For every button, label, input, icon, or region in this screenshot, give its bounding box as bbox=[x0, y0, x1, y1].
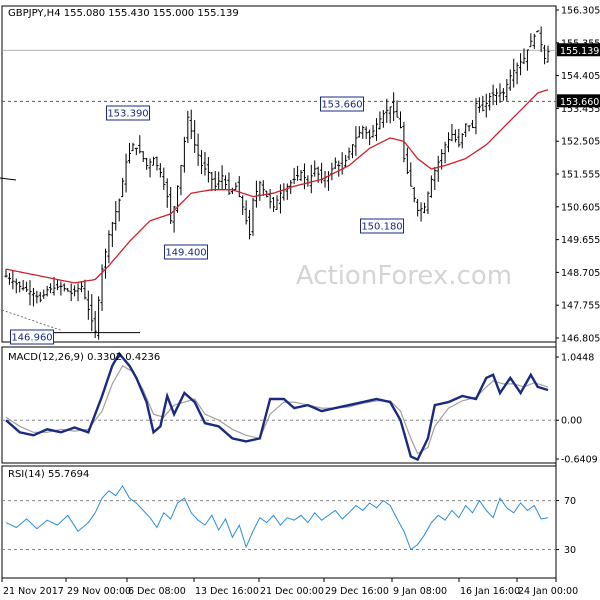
x-tick-label: 9 Jan 08:00 bbox=[393, 586, 447, 597]
macd-ytick-label: -0.6409 bbox=[561, 455, 598, 466]
price-panel: 153.390 149.400 153.660 150.180 146.960 156.… bbox=[0, 6, 600, 345]
x-axis: 21 Nov 2017 29 Nov 00:006 Dec 08:00 13 Dec… bbox=[1, 578, 578, 597]
price-annotation-label: 153.390 bbox=[107, 109, 148, 120]
rsi-ytick-label: 70 bbox=[564, 496, 576, 507]
price-ytick-label: 156.305 bbox=[561, 6, 600, 17]
price-ytick-label: 152.505 bbox=[561, 137, 600, 148]
price-annotation-label: 153.660 bbox=[321, 100, 362, 111]
macd-frame bbox=[1, 346, 557, 464]
macd-ytick-label: 0.00 bbox=[561, 416, 582, 427]
level-tag: 153.660 bbox=[560, 97, 599, 108]
trendline bbox=[1, 309, 63, 332]
moving-average-line bbox=[5, 88, 549, 284]
x-tick-label: 29 Dec 16:00 bbox=[325, 586, 389, 597]
rsi-header: RSI(14) 55.7694 bbox=[8, 469, 89, 480]
x-tick-label: 6 Dec 08:00 bbox=[128, 586, 186, 597]
x-tick-label: 21 Nov 2017 bbox=[3, 586, 64, 597]
macd-ytick-label: 1.0448 bbox=[561, 353, 594, 364]
price-annotation-label: 150.180 bbox=[361, 222, 402, 233]
left-marker bbox=[0, 177, 17, 181]
macd-signal-line bbox=[5, 364, 549, 455]
x-tick-label: 21 Dec 00:00 bbox=[260, 586, 324, 597]
price-annotation-box bbox=[164, 244, 208, 260]
price-annotation-label: 149.400 bbox=[165, 248, 206, 259]
rsi-y-axis: 70 30 bbox=[556, 496, 576, 556]
price-ytick-label: 150.605 bbox=[561, 202, 600, 213]
macd-lines bbox=[2, 351, 556, 462]
price-y-axis: 156.305155.355154.405153.455152.505151.5… bbox=[556, 6, 600, 345]
price-bars bbox=[4, 26, 550, 340]
price-annotation-label: 146.960 bbox=[11, 333, 52, 344]
price-ytick-label: 154.405 bbox=[561, 71, 600, 82]
x-tick-label: 13 Dec 16:00 bbox=[195, 586, 259, 597]
price-ytick-label: 153.455 bbox=[561, 104, 600, 115]
price-annotation-box bbox=[10, 329, 54, 345]
macd-y-axis: 1.0448 0.00 -0.6409 bbox=[556, 353, 598, 466]
last-price-tag-bg bbox=[557, 43, 600, 57]
x-tick-label: 29 Nov 00:00 bbox=[67, 586, 131, 597]
rsi-ytick-label: 30 bbox=[564, 545, 576, 556]
macd-header: MACD(12,26,9) 0.3302 0.4236 bbox=[8, 352, 160, 363]
price-ytick-label: 146.805 bbox=[561, 334, 600, 345]
rsi-lines bbox=[2, 484, 556, 551]
macd-main-line bbox=[5, 351, 549, 462]
price-annotation-box bbox=[320, 96, 364, 112]
price-ytick-label: 151.555 bbox=[561, 170, 600, 181]
price-ytick-label: 149.655 bbox=[561, 235, 600, 246]
last-price-tag: 155.139 bbox=[560, 46, 599, 57]
price-ytick-label: 148.705 bbox=[561, 268, 600, 279]
price-annotation-box bbox=[360, 218, 404, 234]
rsi-frame bbox=[1, 465, 557, 579]
rsi-panel: 70 30 RSI(14) 55.7694 bbox=[2, 469, 576, 556]
rsi-line bbox=[5, 484, 549, 551]
watermark: ActionForex.com bbox=[296, 261, 512, 291]
level-tag-bg bbox=[557, 94, 600, 108]
x-tick-label: 16 Jan 16:00 bbox=[460, 586, 520, 597]
price-header: GBPJPY,H4 155.080 155.430 155.000 155.13… bbox=[8, 8, 239, 19]
price-ytick-label: 147.755 bbox=[561, 301, 600, 312]
macd-panel: 1.0448 0.00 -0.6409 MACD(12,26,9) 0.3302 0… bbox=[2, 351, 598, 466]
price-annotation-box bbox=[106, 105, 150, 121]
price-annotations: 153.390 149.400 153.660 150.180 146.960 bbox=[10, 96, 404, 345]
x-tick-label: 24 Jan 00:00 bbox=[518, 586, 578, 597]
